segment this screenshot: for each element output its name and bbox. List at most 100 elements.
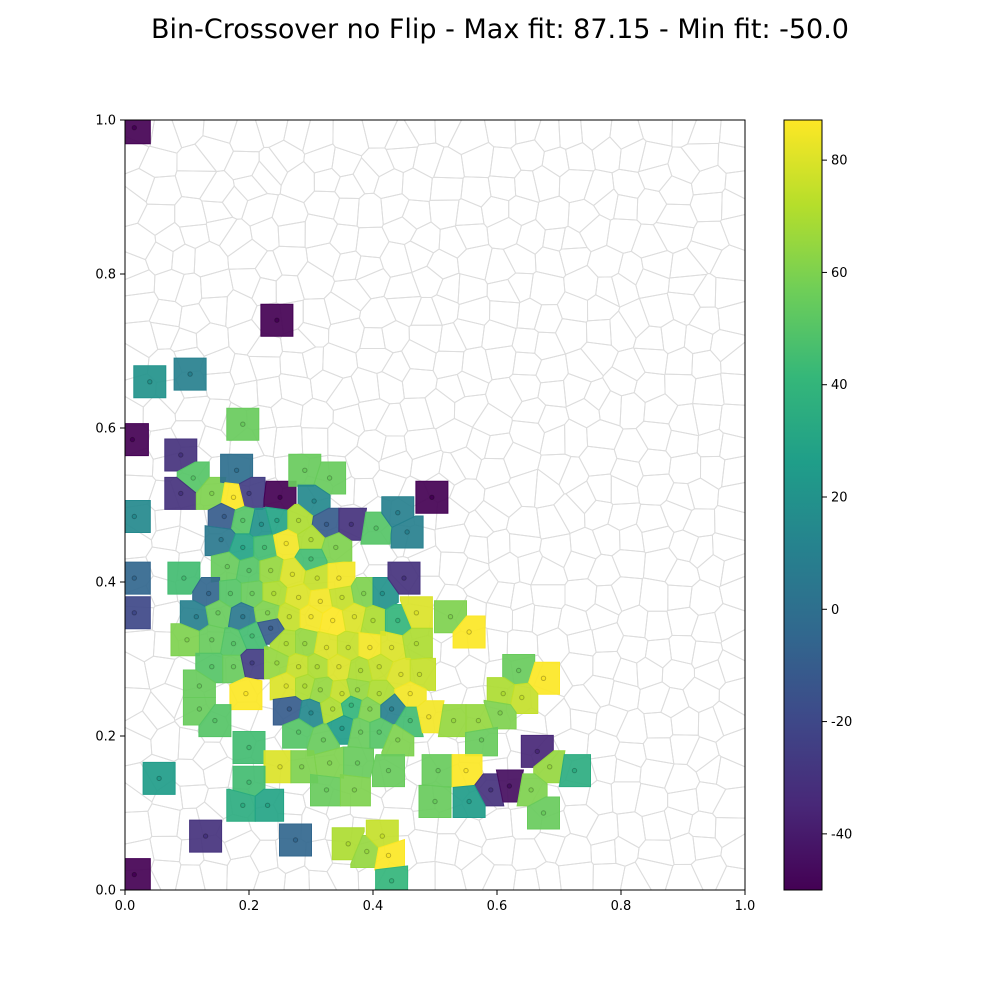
filled-cell-centroid [376, 664, 382, 670]
filled-cell [260, 303, 294, 337]
empty-cell [454, 815, 487, 848]
filled-cell-centroid [373, 525, 379, 531]
filled-cell-centroid [230, 664, 237, 670]
empty-cell [720, 188, 745, 221]
filled-cell-centroid [196, 683, 203, 689]
empty-cell [533, 468, 565, 509]
filled-cell-centroid [271, 590, 277, 597]
filled-cell-centroid [209, 664, 215, 670]
filled-cell [189, 819, 223, 853]
empty-cell [638, 448, 672, 477]
empty-cell [680, 142, 720, 172]
empty-cell [198, 296, 228, 328]
empty-cell [619, 392, 646, 430]
empty-cell [406, 860, 436, 890]
filled-cell-centroid [401, 575, 407, 581]
empty-cell [309, 369, 344, 403]
filled-cell [125, 120, 151, 145]
empty-cell [143, 655, 176, 691]
filled-cell-centroid [466, 629, 472, 635]
filled-cell-centroid [323, 787, 330, 793]
filled-cell-centroid [516, 667, 522, 674]
empty-cell [297, 321, 330, 348]
filled-cell-centroid [246, 779, 252, 785]
empty-cell [715, 755, 745, 790]
empty-cell [179, 784, 209, 810]
empty-cell [174, 395, 211, 422]
empty-cell [125, 629, 156, 663]
filled-cell-centroid [395, 510, 401, 516]
filled-cell [232, 765, 266, 797]
filled-cell-centroid [302, 640, 308, 647]
empty-cell [668, 634, 697, 665]
filled-cell-centroid [221, 513, 227, 520]
empty-cell [125, 185, 148, 228]
empty-cell [502, 243, 537, 275]
filled-cell [418, 785, 452, 818]
empty-cell [530, 584, 566, 610]
empty-cell [332, 250, 362, 282]
empty-cell [696, 553, 725, 588]
filled-cell-centroid [184, 637, 190, 643]
filled-cell-centroid [286, 614, 292, 620]
filled-cell-centroid [447, 614, 454, 620]
filled-cell-centroid [497, 710, 503, 716]
filled-cell-centroid [202, 833, 209, 839]
empty-cell [379, 241, 413, 278]
empty-cell [327, 317, 365, 354]
filled-cell-centroid [376, 690, 382, 697]
empty-cell [484, 345, 517, 381]
empty-cell [428, 199, 460, 230]
empty-cell [454, 654, 487, 689]
colorbar-tick-label: -40 [831, 827, 852, 842]
empty-cell [613, 193, 639, 221]
filled-cell-centroid [147, 379, 153, 385]
filled-cell-shape [182, 669, 216, 698]
filled-cell-centroid [404, 529, 410, 535]
empty-cell [586, 811, 619, 846]
empty-cell [714, 816, 745, 849]
filled-cell-centroid [370, 617, 376, 624]
filled-cell [125, 500, 151, 533]
empty-cell [636, 187, 668, 226]
empty-cell [607, 502, 642, 531]
filled-cell-centroid [224, 563, 231, 570]
empty-cell [720, 628, 745, 662]
empty-cell [659, 499, 693, 533]
filled-cell-centroid [249, 590, 255, 597]
empty-cell [488, 300, 521, 330]
filled-cell [437, 704, 467, 738]
filled-cell [287, 503, 314, 536]
empty-cell [125, 687, 152, 722]
empty-cell [583, 499, 614, 531]
filled-cell-centroid [432, 798, 438, 805]
empty-cell [709, 244, 745, 282]
empty-cell [564, 418, 589, 458]
empty-cell [669, 734, 701, 766]
empty-cell [537, 379, 567, 408]
empty-cell [692, 835, 723, 861]
filled-cell-centroid [547, 764, 553, 770]
empty-cell [690, 164, 727, 196]
filled-cell-centroid [308, 536, 314, 543]
y-tick-label: 0.0 [95, 884, 116, 899]
empty-cell [373, 168, 404, 200]
empty-cell [171, 243, 196, 275]
empty-cell [586, 728, 621, 760]
filled-cell-centroid [339, 690, 345, 697]
empty-cell [536, 504, 571, 540]
filled-cell-centroid [295, 594, 302, 601]
empty-cell [272, 425, 304, 459]
filled-cell-centroid [540, 675, 547, 681]
x-tick-label: 0.2 [239, 899, 260, 914]
filled-cell-centroid [488, 787, 494, 793]
filled-cell-centroid [261, 544, 268, 551]
empty-cell [682, 508, 716, 538]
empty-cell [615, 707, 648, 745]
filled-cell-centroid [230, 640, 237, 647]
filled-cell-centroid [320, 737, 327, 743]
filled-cell-centroid [314, 664, 320, 670]
filled-cell-centroid [131, 871, 138, 878]
empty-cell [531, 164, 561, 203]
empty-cell [227, 238, 269, 270]
